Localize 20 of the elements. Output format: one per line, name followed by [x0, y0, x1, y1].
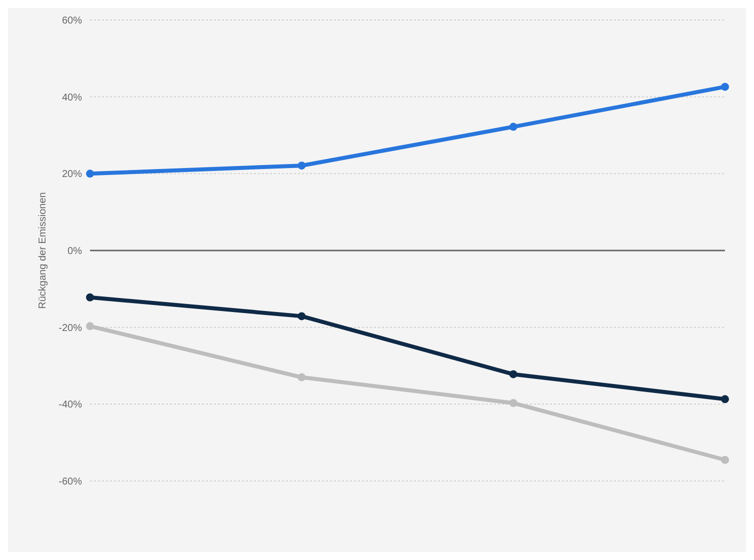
y-tick-label: 60% [62, 16, 82, 27]
point [298, 373, 306, 382]
point [721, 395, 729, 404]
point [86, 293, 94, 302]
y-tick-label: -20% [58, 322, 82, 334]
y-tick-label: 0% [68, 246, 82, 258]
point [86, 170, 94, 178]
point [509, 399, 518, 408]
point [298, 312, 306, 320]
point [721, 82, 729, 91]
y-axis-title: Rückgang der Emissionen [38, 192, 49, 309]
y-tick-label: 40% [62, 92, 82, 104]
y-tick-label: -60% [58, 476, 82, 488]
point [509, 370, 518, 378]
point [721, 456, 729, 464]
point [509, 122, 518, 131]
y-tick-label: 20% [62, 169, 82, 180]
point [298, 162, 306, 170]
point [86, 322, 94, 330]
y-tick-label: -40% [58, 400, 82, 411]
